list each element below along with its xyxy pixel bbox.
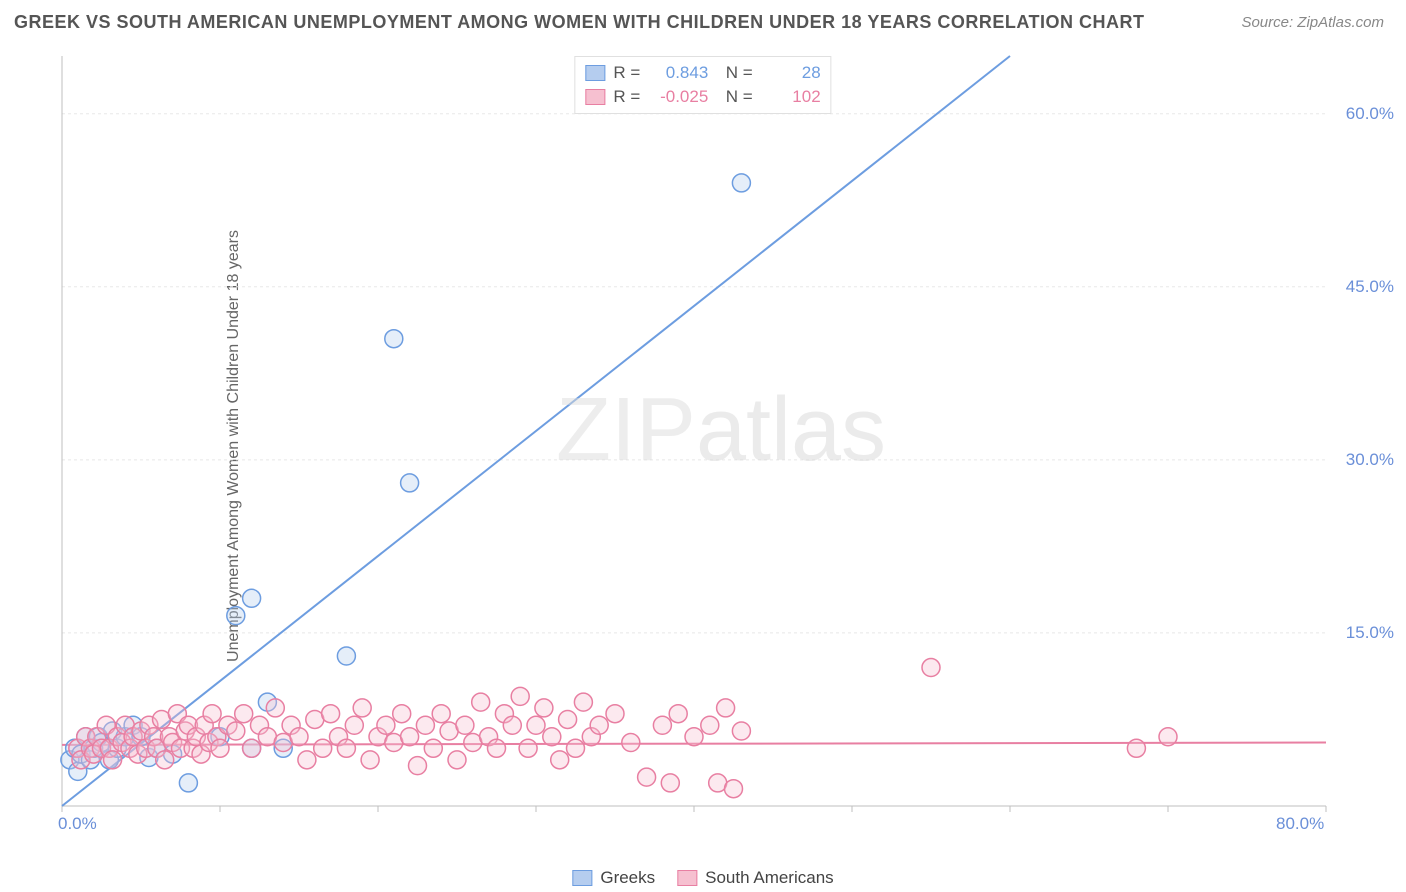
chart-title: GREEK VS SOUTH AMERICAN UNEMPLOYMENT AMO… <box>14 12 1145 33</box>
legend-swatch <box>677 870 697 886</box>
series-legend: Greeks South Americans <box>572 868 833 888</box>
n-value: 102 <box>761 85 821 109</box>
n-value: 28 <box>761 61 821 85</box>
r-value: -0.025 <box>648 85 708 109</box>
x-tick-label: 0.0% <box>58 814 97 834</box>
corr-legend-row: R = -0.025 N = 102 <box>585 85 820 109</box>
y-tick-label: 30.0% <box>1346 450 1394 470</box>
n-label: N = <box>716 61 752 85</box>
corr-legend-row: R = 0.843 N = 28 <box>585 61 820 85</box>
scatter-svg <box>56 46 1386 836</box>
series-legend-item: Greeks <box>572 868 655 888</box>
series-name: South Americans <box>705 868 834 888</box>
plot-area: ZIPatlas <box>56 46 1386 836</box>
legend-swatch <box>585 89 605 105</box>
legend-swatch <box>572 870 592 886</box>
y-tick-label: 45.0% <box>1346 277 1394 297</box>
correlation-legend: R = 0.843 N = 28 R = -0.025 N = 102 <box>574 56 831 114</box>
y-tick-label: 60.0% <box>1346 104 1394 124</box>
r-value: 0.843 <box>648 61 708 85</box>
n-label: N = <box>716 85 752 109</box>
legend-swatch <box>585 65 605 81</box>
source-label: Source: ZipAtlas.com <box>1241 14 1384 31</box>
r-label: R = <box>613 61 640 85</box>
r-label: R = <box>613 85 640 109</box>
y-tick-label: 15.0% <box>1346 623 1394 643</box>
series-name: Greeks <box>600 868 655 888</box>
x-tick-label: 80.0% <box>1276 814 1324 834</box>
series-legend-item: South Americans <box>677 868 834 888</box>
